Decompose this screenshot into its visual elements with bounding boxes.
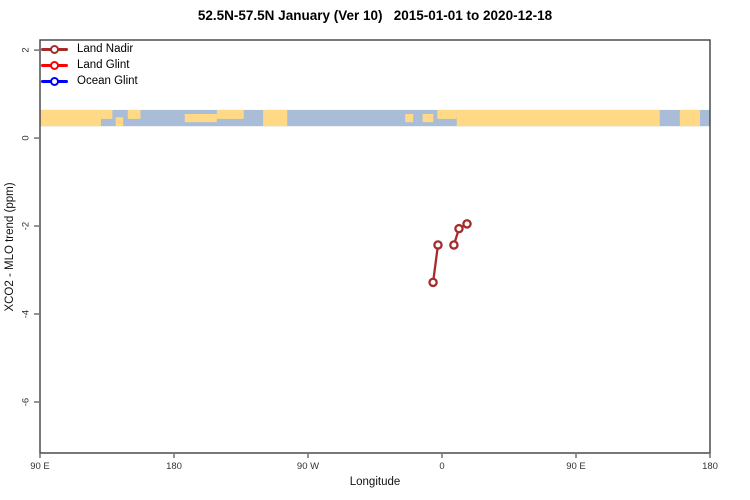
map-band-land-segment [437, 109, 457, 119]
legend-ring-icon [50, 76, 59, 86]
legend-label: Land Glint [77, 59, 130, 71]
data-point-marker [454, 223, 464, 234]
plot-title: 52.5N-57.5N January (Ver 10) 2015-01-01 … [197, 8, 553, 23]
map-band-land-segment [40, 109, 101, 127]
map-band-land-segment [405, 114, 414, 123]
x-axis-title: Longitude [349, 476, 401, 488]
legend-line-marker-icon [41, 60, 68, 70]
map-band-land-segment [100, 109, 113, 119]
legend-line-marker-icon [41, 76, 68, 86]
x-tick-label: 180 [166, 461, 182, 472]
map-band-land-segment [127, 109, 141, 119]
y-tick-label: -6 [20, 397, 32, 407]
data-point-marker [449, 240, 459, 250]
legend-entry: Land Glint [41, 57, 138, 73]
legend: Land Nadir Land Glint Ocean Glint [41, 41, 138, 89]
y-axis-title: XCO2 - MLO trend (ppm) [4, 182, 16, 312]
legend-ring-icon [50, 44, 59, 54]
x-tick-label: 90 E [30, 461, 50, 472]
legend-ring-icon [50, 60, 59, 70]
data-point-marker [428, 277, 438, 288]
map-band-land-segment [679, 109, 700, 127]
data-point-marker [433, 240, 443, 250]
legend-line-marker-icon [41, 44, 68, 54]
x-tick-label: 0 [439, 461, 445, 472]
map-band-land-segment [115, 117, 124, 127]
legend-label: Ocean Glint [77, 75, 138, 87]
y-tick-label: -2 [20, 221, 32, 231]
map-band-land-segment [456, 109, 660, 127]
y-tick-label: 2 [20, 47, 32, 53]
y-tick-label: 0 [20, 135, 32, 141]
x-tick-label: 90 W [296, 461, 320, 472]
y-tick-label: -4 [20, 309, 32, 319]
x-tick-label: 180 [702, 461, 718, 472]
map-band-land-segment [216, 109, 244, 119]
legend-label: Land Nadir [77, 43, 134, 55]
plot-box [39, 39, 711, 454]
map-band-land-segment [422, 114, 434, 123]
legend-entry: Land Nadir [41, 41, 138, 57]
map-band-land-segment [184, 114, 217, 123]
data-line [431, 244, 440, 283]
map-band-land-segment [263, 109, 288, 127]
x-tick-label: 90 E [566, 461, 586, 472]
legend-entry: Ocean Glint [41, 73, 138, 89]
data-point-marker [462, 219, 472, 229]
